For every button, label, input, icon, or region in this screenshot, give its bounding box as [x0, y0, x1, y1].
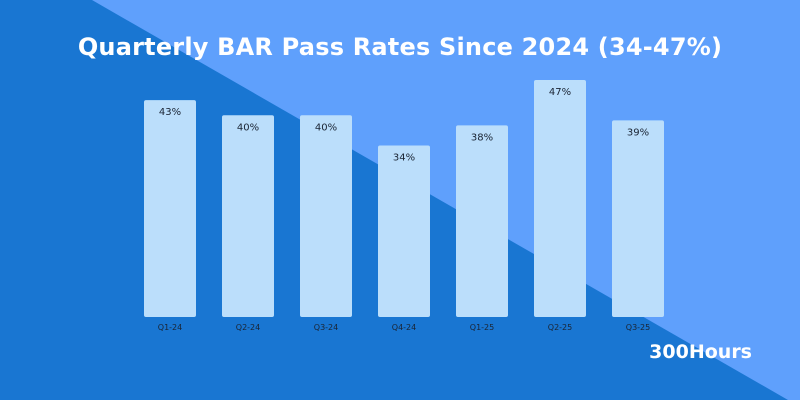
data-label: 38%: [471, 132, 493, 143]
bar-Q3-25: [612, 120, 664, 317]
brand-logo: 300Hours: [649, 341, 752, 363]
data-label: 43%: [159, 107, 181, 118]
bar-Q3-24: [300, 115, 352, 317]
x-tick-label: Q4-24: [392, 323, 416, 332]
bar-Q1-25: [456, 125, 508, 317]
data-label: 39%: [627, 127, 649, 138]
x-tick-label: Q1-25: [470, 323, 494, 332]
bar-Q2-24: [222, 115, 274, 317]
bar-Q2-25: [534, 80, 586, 317]
bar-Q1-24: [144, 100, 196, 317]
data-label: 40%: [237, 122, 259, 133]
x-tick-label: Q3-24: [314, 323, 338, 332]
data-label: 47%: [549, 87, 571, 98]
x-tick-label: Q1-24: [158, 323, 182, 332]
data-label: 40%: [315, 122, 337, 133]
x-tick-label: Q3-25: [626, 323, 650, 332]
x-tick-label: Q2-24: [236, 323, 260, 332]
data-label: 34%: [393, 153, 415, 164]
x-tick-label: Q2-25: [548, 323, 572, 332]
chart-title: Quarterly BAR Pass Rates Since 2024 (34-…: [77, 33, 723, 61]
bar-Q4-24: [378, 145, 430, 317]
